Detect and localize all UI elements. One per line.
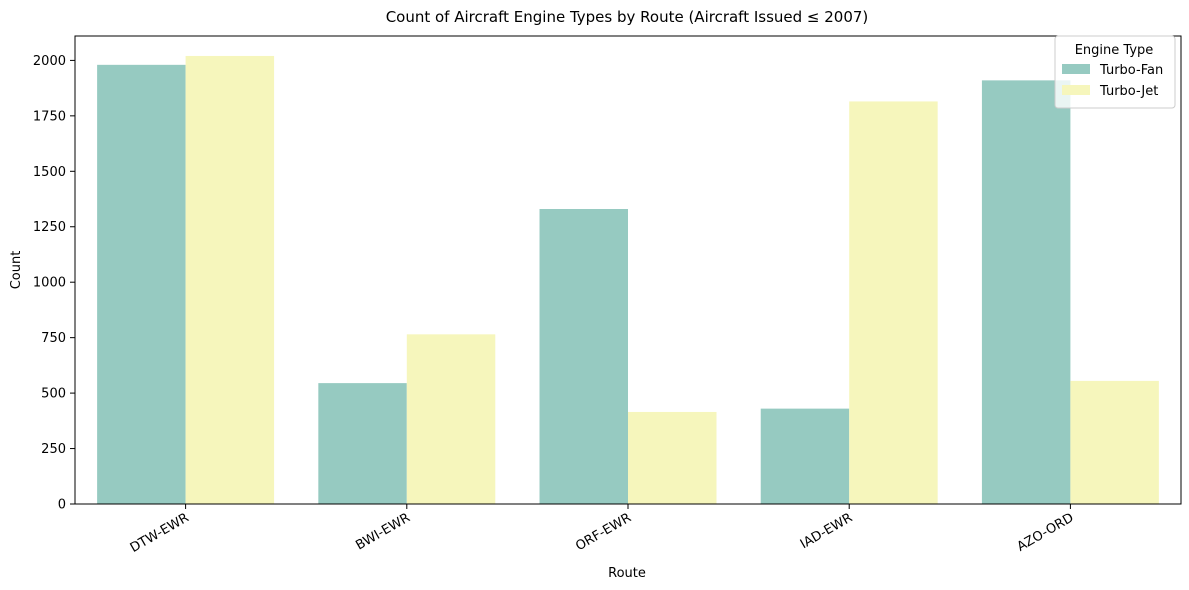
x-axis-title: Route [608,566,646,581]
y-tick-label: 1750 [33,109,66,124]
bar-turbo-jet-iad-ewr [849,101,938,505]
x-tick-label: AZO-ORD [1015,510,1077,554]
bar-turbo-jet-orf-ewr [628,411,717,504]
y-tick-label: 1250 [33,220,66,235]
y-tick-label: 2000 [33,54,66,69]
x-tick-label: DTW-EWR [128,510,192,556]
y-tick-label: 0 [58,498,66,513]
bar-turbo-jet-bwi-ewr [406,334,496,504]
plot-frame [74,35,1182,505]
bar-turbo-fan-iad-ewr [760,408,850,504]
y-tick-label: 250 [41,442,66,457]
y-tick-label: 750 [41,331,66,346]
y-axis-title: Count [9,251,24,290]
legend-swatch-turbo-fan [1062,64,1090,74]
bar-turbo-fan-dtw-ewr [97,64,186,505]
y-tick-label: 1500 [33,165,66,180]
x-tick-label: BWI-EWR [353,510,412,553]
y-tick-label: 500 [41,387,66,402]
x-tick-label: IAD-EWR [798,510,855,552]
bar-turbo-jet-azo-ord [1070,380,1159,504]
bar-turbo-fan-orf-ewr [539,209,628,504]
chart-title: Count of Aircraft Engine Types by Route … [386,8,869,26]
bar-turbo-fan-bwi-ewr [318,383,407,504]
legend-label-turbo-jet: Turbo-Jet [1099,84,1158,99]
x-tick-label: ORF-EWR [573,510,634,554]
x-axis: DTW-EWR BWI-EWR ORF-EWR IAD-EWR AZO-ORD [128,504,1077,556]
bar-turbo-jet-dtw-ewr [185,55,275,504]
legend: Engine Type Turbo-Fan Turbo-Jet [1054,35,1176,109]
legend-title: Engine Type [1075,43,1154,58]
bar-turbo-fan-azo-ord [981,80,1071,504]
bars-group [97,55,1159,505]
legend-label-turbo-fan: Turbo-Fan [1099,63,1163,78]
y-axis: 0 250 500 750 1000 1250 1500 1750 2000 [33,54,75,513]
legend-swatch-turbo-jet [1062,85,1090,95]
y-tick-label: 1000 [33,276,66,291]
